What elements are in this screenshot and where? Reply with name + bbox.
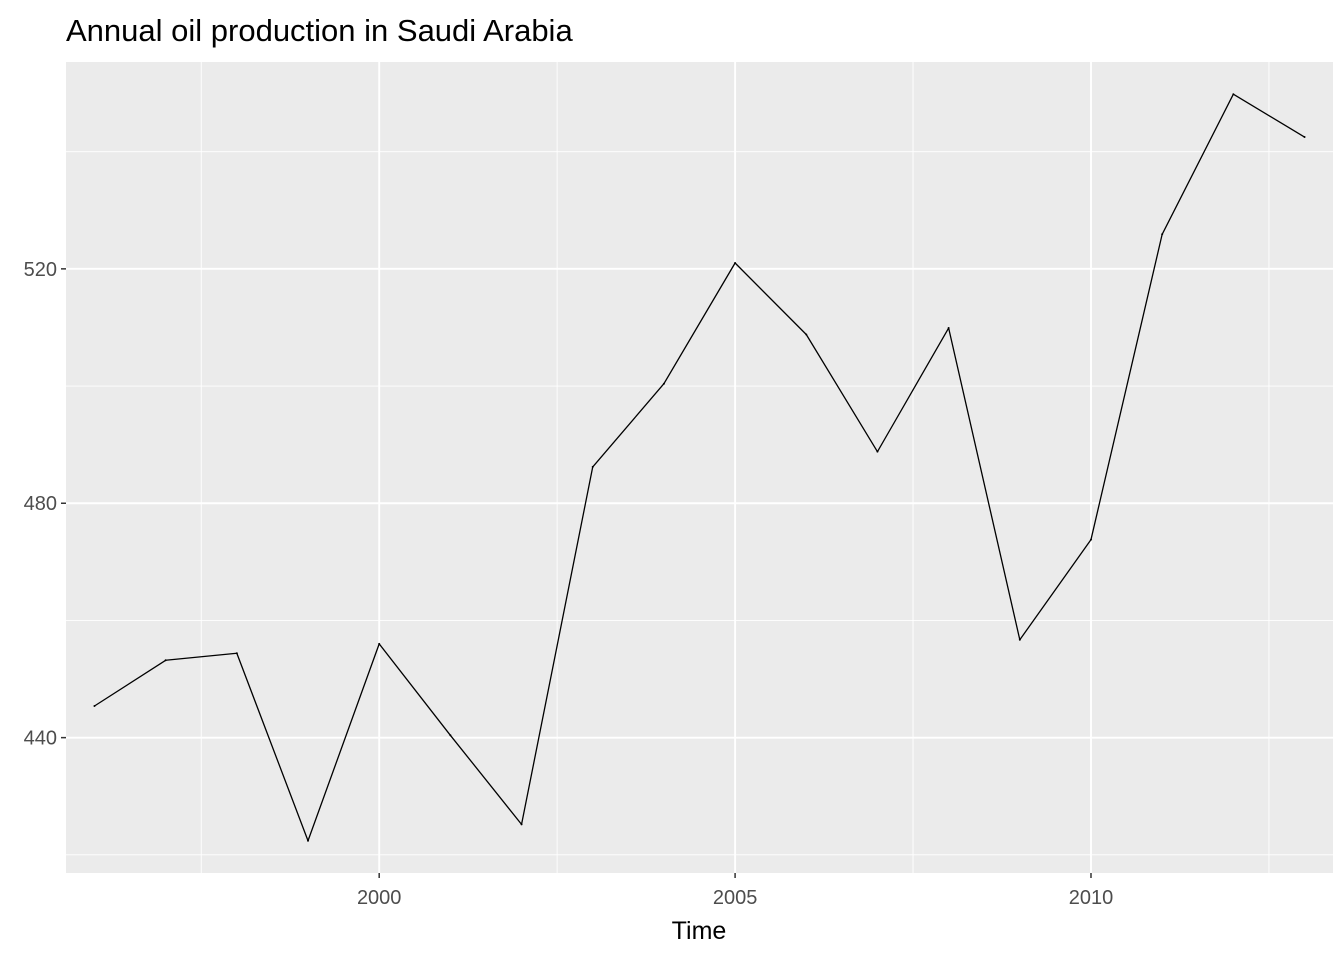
data-point-2009 bbox=[1018, 638, 1021, 641]
data-point-2004 bbox=[662, 382, 665, 385]
series-layer bbox=[93, 93, 1306, 842]
data-point-1998 bbox=[235, 652, 238, 655]
data-point-1999 bbox=[307, 839, 310, 842]
data-point-2003 bbox=[591, 465, 594, 468]
y-tick-label: 520 bbox=[24, 259, 57, 281]
x-axis-title: Time bbox=[672, 917, 727, 945]
data-point-2005 bbox=[734, 261, 737, 264]
data-point-2012 bbox=[1232, 93, 1235, 96]
data-point-2007 bbox=[876, 450, 879, 453]
data-point-2013 bbox=[1303, 136, 1306, 139]
data-point-2001 bbox=[449, 734, 452, 737]
data-point-2002 bbox=[520, 823, 523, 826]
data-point-2011 bbox=[1161, 233, 1164, 236]
x-axis: 2000 2005 2010 bbox=[357, 873, 1113, 909]
data-point-2008 bbox=[947, 327, 950, 330]
x-tick-label: 2010 bbox=[1069, 887, 1114, 909]
plot-panel bbox=[66, 62, 1333, 873]
chart-title: Annual oil production in Saudi Arabia bbox=[66, 13, 573, 48]
data-point-2010 bbox=[1089, 538, 1092, 541]
y-axis: 440 480 520 bbox=[24, 259, 66, 750]
data-point-1996 bbox=[93, 704, 96, 707]
x-tick-label: 2005 bbox=[713, 887, 758, 909]
major-gridlines bbox=[66, 62, 1333, 873]
minor-gridlines bbox=[66, 62, 1333, 873]
series-line bbox=[94, 93, 1305, 842]
y-tick-label: 480 bbox=[24, 493, 57, 515]
data-point-2006 bbox=[805, 333, 808, 336]
data-point-1997 bbox=[164, 659, 167, 662]
y-tick-label: 440 bbox=[24, 728, 57, 750]
data-point-2000 bbox=[378, 642, 381, 645]
x-tick-label: 2000 bbox=[357, 887, 402, 909]
